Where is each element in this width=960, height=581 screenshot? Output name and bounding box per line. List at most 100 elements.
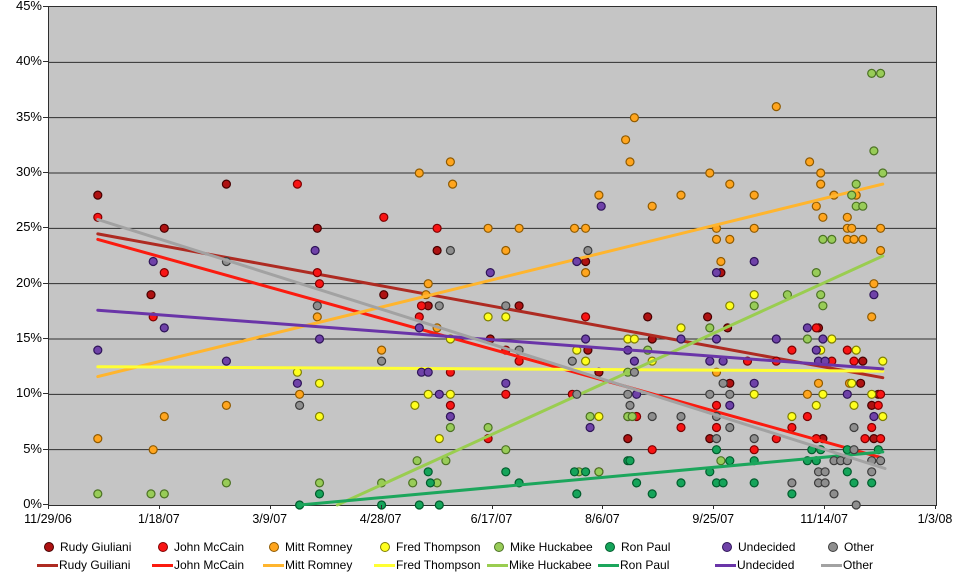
- data-point-mitt-romney[interactable]: [594, 190, 604, 200]
- data-point-undecided[interactable]: [585, 422, 595, 433]
- data-point-mitt-romney[interactable]: [771, 101, 781, 112]
- legend-trendline-item-mike-huckabee[interactable]: Mike Huckabee: [487, 558, 592, 572]
- data-point-fred-thompson[interactable]: [878, 411, 888, 422]
- data-point-mitt-romney[interactable]: [849, 234, 859, 244]
- data-point-ron-paul[interactable]: [425, 478, 435, 488]
- data-point-mitt-romney[interactable]: [816, 168, 826, 178]
- data-point-other[interactable]: [725, 422, 735, 433]
- data-point-fred-thompson[interactable]: [594, 411, 604, 422]
- data-point-undecided[interactable]: [711, 268, 722, 278]
- data-point-other[interactable]: [647, 411, 657, 422]
- data-point-other[interactable]: [820, 478, 830, 488]
- data-point-undecided[interactable]: [434, 389, 444, 399]
- data-point-undecided[interactable]: [771, 334, 781, 344]
- data-point-other[interactable]: [849, 445, 859, 455]
- data-point-rudy-giuliani[interactable]: [379, 290, 389, 300]
- data-point-undecided[interactable]: [314, 334, 325, 344]
- data-point-undecided[interactable]: [485, 268, 495, 278]
- data-point-mike-huckabee[interactable]: [878, 168, 888, 178]
- data-point-ron-paul[interactable]: [631, 478, 642, 488]
- data-point-ron-paul[interactable]: [749, 478, 759, 488]
- data-point-undecided[interactable]: [501, 378, 511, 388]
- data-point-other[interactable]: [820, 467, 830, 477]
- legend-marker-item-other[interactable]: Other: [828, 540, 874, 554]
- data-point-fred-thompson[interactable]: [867, 389, 877, 399]
- data-point-undecided[interactable]: [93, 345, 103, 355]
- data-point-mike-huckabee[interactable]: [627, 411, 637, 422]
- data-point-other[interactable]: [629, 367, 640, 377]
- data-point-mitt-romney[interactable]: [483, 223, 493, 233]
- data-point-undecided[interactable]: [596, 201, 606, 211]
- data-point-mitt-romney[interactable]: [816, 179, 826, 189]
- data-point-mitt-romney[interactable]: [647, 201, 657, 211]
- data-point-other[interactable]: [851, 500, 861, 510]
- data-point-mike-huckabee[interactable]: [483, 422, 493, 433]
- data-point-undecided[interactable]: [676, 334, 686, 344]
- data-point-mitt-romney[interactable]: [875, 223, 886, 233]
- data-point-mitt-romney[interactable]: [867, 312, 877, 322]
- data-point-fred-thompson[interactable]: [827, 334, 837, 344]
- data-point-undecided[interactable]: [423, 367, 433, 377]
- data-point-other[interactable]: [718, 378, 728, 388]
- data-point-john-mccain[interactable]: [787, 422, 797, 433]
- data-point-john-mccain[interactable]: [314, 279, 325, 289]
- legend-trendline-item-john-mccain[interactable]: John McCain: [152, 558, 244, 572]
- data-point-undecided[interactable]: [705, 356, 715, 366]
- data-point-mitt-romney[interactable]: [414, 168, 424, 178]
- data-point-mitt-romney[interactable]: [569, 223, 580, 233]
- data-point-undecided[interactable]: [869, 290, 879, 300]
- data-point-mike-huckabee[interactable]: [875, 68, 886, 79]
- data-point-ron-paul[interactable]: [434, 500, 444, 510]
- data-point-john-mccain[interactable]: [159, 268, 169, 278]
- data-point-mitt-romney[interactable]: [93, 434, 103, 444]
- data-point-rudy-giuliani[interactable]: [146, 290, 156, 300]
- data-point-mitt-romney[interactable]: [749, 223, 759, 233]
- trend-line-fred-thompson[interactable]: [96, 365, 885, 373]
- trend-line-mitt-romney[interactable]: [96, 182, 885, 379]
- data-point-other[interactable]: [749, 434, 759, 444]
- data-point-undecided[interactable]: [711, 334, 722, 344]
- data-point-mitt-romney[interactable]: [711, 234, 722, 244]
- data-point-rudy-giuliani[interactable]: [643, 312, 653, 322]
- data-point-mitt-romney[interactable]: [725, 179, 735, 189]
- data-point-undecided[interactable]: [310, 245, 320, 256]
- data-point-undecided[interactable]: [749, 256, 759, 267]
- data-point-mitt-romney[interactable]: [295, 389, 305, 399]
- legend-marker-item-rudy-giuliani[interactable]: Rudy Giuliani: [44, 540, 131, 554]
- trend-line-john-mccain[interactable]: [96, 237, 883, 459]
- data-point-mike-huckabee[interactable]: [858, 201, 868, 211]
- data-point-ron-paul[interactable]: [414, 500, 424, 510]
- trend-line-other[interactable]: [96, 218, 887, 470]
- data-point-mike-huckabee[interactable]: [869, 146, 879, 156]
- legend-marker-item-mitt-romney[interactable]: Mitt Romney: [269, 540, 352, 554]
- data-point-other[interactable]: [572, 389, 582, 399]
- data-point-mike-huckabee[interactable]: [705, 323, 715, 333]
- data-point-john-mccain[interactable]: [676, 422, 686, 433]
- data-point-other[interactable]: [705, 389, 715, 399]
- data-point-ron-paul[interactable]: [725, 456, 735, 466]
- data-point-fred-thompson[interactable]: [787, 411, 797, 422]
- legend-marker-item-undecided[interactable]: Undecided: [722, 540, 795, 554]
- data-point-mike-huckabee[interactable]: [159, 489, 169, 499]
- data-point-mitt-romney[interactable]: [804, 157, 815, 167]
- data-point-other[interactable]: [711, 434, 722, 444]
- data-point-fred-thompson[interactable]: [292, 367, 302, 377]
- data-point-john-mccain[interactable]: [711, 422, 722, 433]
- trend-line-ron-paul[interactable]: [298, 450, 885, 507]
- data-point-mike-huckabee[interactable]: [314, 478, 325, 488]
- data-point-fred-thompson[interactable]: [434, 434, 444, 444]
- data-point-john-mccain[interactable]: [312, 268, 322, 278]
- data-point-mitt-romney[interactable]: [580, 268, 591, 278]
- data-point-mitt-romney[interactable]: [869, 279, 879, 289]
- data-point-john-mccain[interactable]: [875, 389, 886, 399]
- data-point-other[interactable]: [295, 400, 305, 410]
- data-point-mitt-romney[interactable]: [620, 135, 631, 145]
- data-point-fred-thompson[interactable]: [314, 411, 325, 422]
- legend-trendline-item-ron-paul[interactable]: Ron Paul: [598, 558, 669, 572]
- data-point-ron-paul[interactable]: [423, 467, 433, 477]
- data-point-mitt-romney[interactable]: [580, 223, 591, 233]
- data-point-mike-huckabee[interactable]: [816, 290, 826, 300]
- data-point-mike-huckabee[interactable]: [749, 301, 759, 311]
- data-point-rudy-giuliani[interactable]: [312, 223, 322, 233]
- legend-trendline-item-fred-thompson[interactable]: Fred Thompson: [374, 558, 481, 572]
